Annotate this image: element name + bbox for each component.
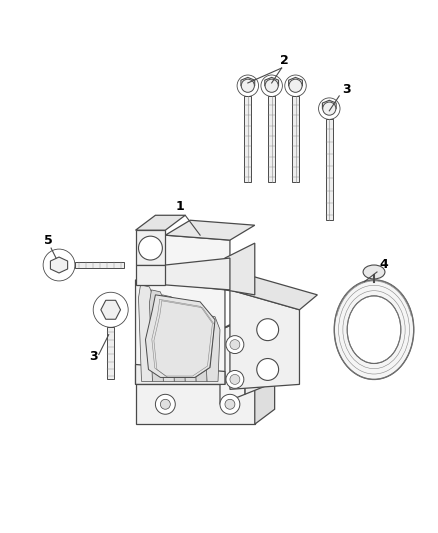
Circle shape xyxy=(220,394,240,414)
Circle shape xyxy=(257,319,279,341)
Polygon shape xyxy=(50,257,67,273)
Polygon shape xyxy=(255,369,275,424)
Circle shape xyxy=(323,102,336,115)
Polygon shape xyxy=(135,384,255,424)
Polygon shape xyxy=(245,295,294,394)
Polygon shape xyxy=(135,365,225,384)
Polygon shape xyxy=(75,262,124,268)
Circle shape xyxy=(138,236,162,260)
Polygon shape xyxy=(265,77,279,88)
Circle shape xyxy=(225,399,235,409)
Polygon shape xyxy=(220,320,245,404)
Text: 3: 3 xyxy=(342,83,351,96)
Text: 3: 3 xyxy=(89,350,98,362)
Polygon shape xyxy=(230,290,300,389)
Polygon shape xyxy=(268,96,275,182)
Polygon shape xyxy=(145,295,215,377)
Ellipse shape xyxy=(334,280,414,379)
Polygon shape xyxy=(225,243,255,295)
Circle shape xyxy=(230,340,240,350)
Polygon shape xyxy=(171,300,187,382)
Polygon shape xyxy=(322,100,336,111)
Ellipse shape xyxy=(347,296,401,364)
Polygon shape xyxy=(165,220,255,240)
Polygon shape xyxy=(101,300,120,319)
Polygon shape xyxy=(244,96,251,182)
Circle shape xyxy=(230,375,240,384)
Polygon shape xyxy=(193,310,209,382)
Polygon shape xyxy=(149,290,165,382)
Text: 2: 2 xyxy=(280,54,289,67)
Circle shape xyxy=(257,359,279,381)
Polygon shape xyxy=(165,235,230,290)
Circle shape xyxy=(160,399,170,409)
Polygon shape xyxy=(204,315,220,382)
Polygon shape xyxy=(289,77,302,88)
Polygon shape xyxy=(135,265,165,285)
Polygon shape xyxy=(135,230,165,265)
Circle shape xyxy=(226,370,244,389)
Polygon shape xyxy=(241,77,255,88)
Polygon shape xyxy=(230,275,318,310)
Circle shape xyxy=(289,79,302,92)
Text: 5: 5 xyxy=(44,234,53,247)
Circle shape xyxy=(226,336,244,353)
Polygon shape xyxy=(107,327,114,379)
Text: 4: 4 xyxy=(379,258,388,271)
Polygon shape xyxy=(326,119,333,220)
Polygon shape xyxy=(135,280,225,384)
Polygon shape xyxy=(135,215,185,230)
Polygon shape xyxy=(138,285,155,382)
Polygon shape xyxy=(292,96,299,182)
Circle shape xyxy=(155,394,175,414)
Text: 1: 1 xyxy=(176,200,185,213)
Polygon shape xyxy=(182,305,198,382)
Polygon shape xyxy=(160,295,176,382)
Polygon shape xyxy=(165,258,230,290)
Circle shape xyxy=(241,79,254,92)
Polygon shape xyxy=(135,369,275,384)
Polygon shape xyxy=(220,295,294,330)
Ellipse shape xyxy=(363,265,385,279)
Circle shape xyxy=(265,79,278,92)
